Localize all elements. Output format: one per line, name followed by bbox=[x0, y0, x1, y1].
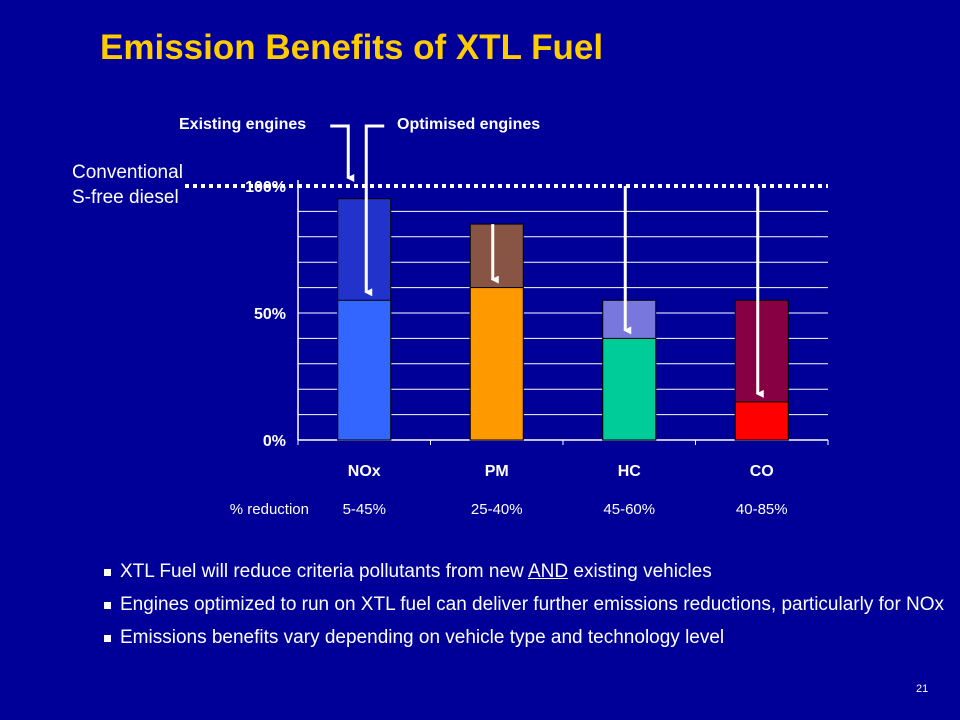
slide-title: Emission Benefits of XTL Fuel bbox=[100, 28, 604, 67]
bullet-square-icon bbox=[104, 635, 111, 642]
reduction-label: 5-45% bbox=[343, 501, 386, 518]
bullet-item: Engines optimized to run on XTL fuel can… bbox=[104, 593, 954, 617]
bullet-text: Engines optimized to run on XTL fuel can… bbox=[120, 594, 945, 615]
bullet-list: XTL Fuel will reduce criteria pollutants… bbox=[104, 560, 954, 659]
arrow-existing-engines bbox=[330, 124, 355, 182]
bullet-text: XTL Fuel will reduce criteria pollutants… bbox=[120, 561, 528, 582]
bullet-item: XTL Fuel will reduce criteria pollutants… bbox=[104, 560, 954, 584]
x-tick-label: HC bbox=[618, 463, 642, 480]
reduction-row-label: % reduction bbox=[230, 501, 309, 518]
y-tick-label: 50% bbox=[254, 306, 286, 323]
x-tick-label: PM bbox=[485, 463, 509, 480]
bullet-square-icon bbox=[104, 602, 111, 609]
bullet-square-icon bbox=[104, 569, 111, 576]
reduction-label: 25-40% bbox=[471, 501, 523, 518]
bullet-emphasis: AND bbox=[527, 561, 569, 582]
legend-optimised-engines: Optimised engines bbox=[397, 116, 541, 133]
bar-optimised-hc bbox=[602, 337, 657, 441]
arrow-optimised-engines bbox=[364, 124, 385, 297]
baseline-label-line2: S-free diesel bbox=[72, 187, 179, 208]
y-tick-label: 0% bbox=[263, 433, 286, 450]
baseline-label-line1: Conventional bbox=[72, 162, 183, 183]
reduction-label: 45-60% bbox=[603, 501, 655, 518]
reduction-label: 40-85% bbox=[736, 501, 788, 518]
bullet-text-end: existing vehicles bbox=[568, 561, 712, 582]
bullet-text: Emissions benefits vary depending on veh… bbox=[120, 627, 725, 648]
bar-optimised-pm bbox=[469, 287, 524, 441]
bar-optimised-nox bbox=[337, 299, 392, 441]
bullet-item: Emissions benefits vary depending on veh… bbox=[104, 626, 954, 650]
page-number: 21 bbox=[916, 683, 929, 695]
x-tick-label: NOx bbox=[348, 463, 381, 480]
emissions-bar-chart: 0% 50% 100% NOx 5-45% PM 25-40% HC 45-60% CO 40-85… bbox=[185, 124, 829, 518]
bar-optimised-co bbox=[734, 401, 789, 441]
legend-existing-engines: Existing engines bbox=[179, 116, 307, 133]
baseline-label: Conventional S-free diesel bbox=[72, 160, 232, 210]
x-tick-label: CO bbox=[750, 463, 774, 480]
y-tick-label: 100% bbox=[245, 179, 286, 196]
